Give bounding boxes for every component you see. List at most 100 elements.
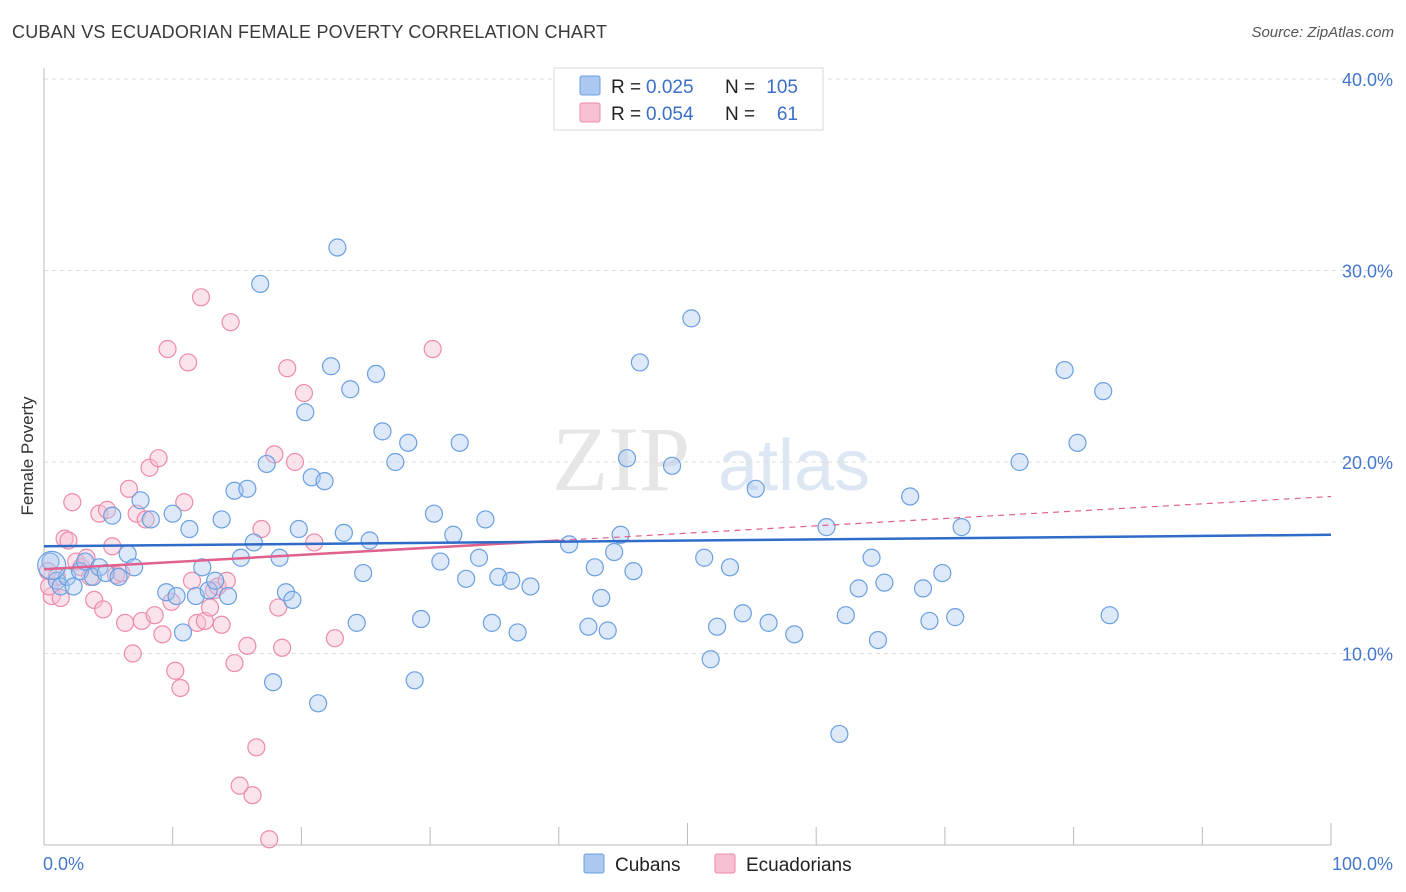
cuban-point: [289, 519, 308, 539]
legend-swatch-cubans: [579, 75, 601, 96]
cuban-point: [952, 518, 971, 537]
cuban-point: [424, 504, 444, 523]
cuban-point: [708, 617, 727, 636]
cuban-point: [328, 238, 347, 257]
cuban-point: [366, 364, 386, 384]
cuban-point: [1055, 360, 1074, 380]
cuban-point: [720, 558, 740, 577]
cuban-point: [180, 519, 199, 539]
ecuadorian-point: [191, 288, 211, 307]
cuban-point: [296, 403, 315, 422]
legend-n-value-cubans: 105: [766, 77, 798, 98]
ecuadorian-point: [145, 606, 164, 625]
ecuadorian-point: [171, 678, 190, 698]
cuban-point: [206, 571, 225, 590]
series-legend: Cubans Ecuadorians: [583, 853, 852, 876]
cuban-point: [946, 608, 965, 627]
correlation-legend: R = 0.025 N = 105 R = 0.054 N = 61: [553, 67, 824, 131]
bottom-legend-label-cubans: Cubans: [615, 855, 681, 876]
ecuadorian-point: [149, 449, 168, 468]
cuban-point: [913, 579, 933, 598]
ecuadorian-point: [225, 653, 244, 673]
cuban-point: [1100, 606, 1119, 625]
cuban-point: [457, 569, 476, 588]
cuban-point: [559, 535, 579, 554]
ecuadorian-trend-line-dashed: [558, 495, 1332, 542]
cuban-point: [701, 650, 720, 669]
ecuadorian-point: [243, 786, 262, 805]
cuban-points: [37, 238, 1119, 744]
cuban-point: [1068, 433, 1087, 452]
cuban-point: [373, 422, 392, 441]
cuban-point: [354, 563, 373, 583]
cuban-point: [630, 353, 649, 372]
ecuadorian-point: [119, 479, 139, 498]
cuban-point: [482, 613, 501, 632]
cuban-point: [431, 552, 450, 571]
cuban-point: [193, 558, 212, 577]
cuban-point: [212, 510, 231, 529]
ecuadorian-point: [162, 592, 181, 611]
ecuadorian-point: [136, 510, 155, 529]
cuban-point: [611, 525, 630, 544]
y-axis-label: Female Poverty: [18, 396, 37, 516]
ecuadorian-point: [238, 636, 257, 655]
ecuadorian-point: [153, 625, 172, 644]
cuban-point: [817, 518, 836, 537]
cuban-point: [270, 548, 289, 567]
ecuadorian-point: [278, 359, 297, 378]
cuban-point: [933, 563, 952, 583]
ecuadorian-point: [247, 738, 266, 757]
cuban-point: [386, 452, 405, 472]
cuban-point: [257, 454, 276, 474]
cuban-point: [759, 613, 778, 632]
cuban-point: [469, 548, 489, 567]
legend-swatch-ecuadorians: [579, 102, 601, 123]
cuban-point: [360, 531, 379, 550]
ecuadorian-point: [305, 533, 324, 552]
ecuadorian-point: [294, 383, 314, 403]
cuban-point: [109, 567, 128, 587]
cuban-point: [124, 558, 144, 577]
x-tick-label: 100.0%: [1332, 854, 1393, 874]
cuban-point: [321, 357, 341, 376]
ecuadorian-point: [158, 339, 177, 359]
legend-n-label-ecuadorians: N =: [725, 104, 755, 125]
cuban-point: [617, 449, 637, 468]
cuban-point: [334, 523, 353, 542]
axes: [43, 68, 1332, 846]
cuban-point: [502, 571, 521, 590]
cuban-point: [399, 433, 418, 452]
cuban-point: [830, 724, 849, 744]
cuban-point: [695, 548, 714, 567]
bottom-legend-swatch-cubans: [583, 853, 605, 874]
y-tick-label: 30.0%: [1342, 262, 1393, 282]
cuban-point: [662, 456, 682, 475]
ecuadorian-point: [221, 313, 240, 332]
cuban-trend-line: [43, 533, 1332, 548]
ecuadorian-point: [325, 629, 344, 648]
cuban-point: [868, 630, 888, 650]
x-tick-label: 0.0%: [43, 854, 84, 874]
cuban-point: [508, 623, 527, 642]
bottom-legend-label-ecuadorians: Ecuadorians: [746, 855, 852, 876]
cuban-point: [849, 579, 868, 598]
cuban-point: [341, 380, 360, 399]
legend-r-value-ecuadorians: 0.054: [646, 104, 694, 125]
ecuadorian-point: [123, 644, 142, 663]
cuban-point: [682, 309, 701, 328]
cuban-point: [836, 606, 855, 625]
cuban-point: [411, 609, 431, 629]
ecuadorian-point: [166, 661, 185, 680]
ecuadorian-point: [230, 776, 249, 795]
cuban-point: [283, 590, 302, 609]
ecuadorian-point: [265, 445, 284, 464]
ecuadorian-point: [212, 615, 231, 634]
cuban-point: [64, 577, 83, 596]
cuban-point: [624, 562, 643, 581]
cuban-point: [592, 588, 611, 608]
cuban-point: [141, 510, 160, 529]
cuban-point: [598, 621, 617, 640]
cuban-point: [405, 671, 424, 690]
